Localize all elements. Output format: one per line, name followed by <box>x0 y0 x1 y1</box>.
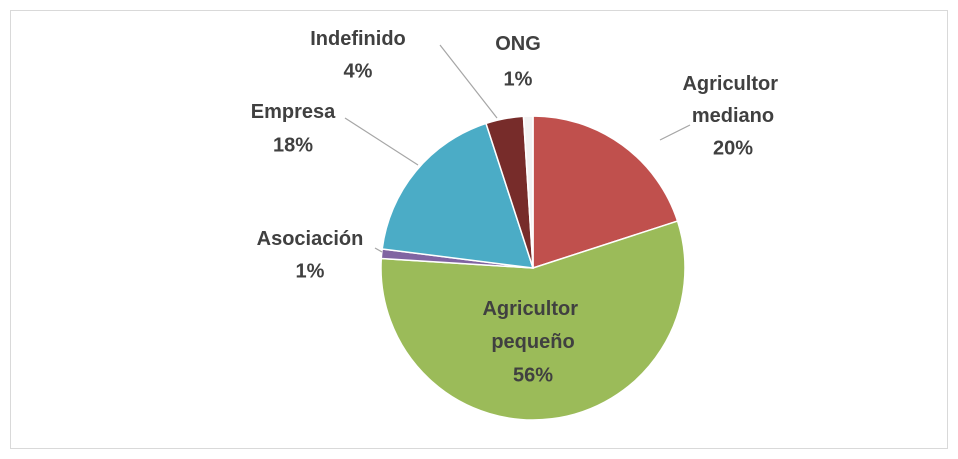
slice-label: Indefinido <box>310 28 406 50</box>
leader-line <box>374 247 383 253</box>
leader-line <box>344 117 419 166</box>
slice-label: Agricultor mediano <box>682 73 783 127</box>
pie-slice <box>380 220 686 421</box>
value-label: 56% <box>513 364 553 386</box>
slice-label: Agricultor pequeño <box>482 298 583 353</box>
value-label: 18% <box>273 134 313 156</box>
pie-slice <box>532 115 679 270</box>
slice-label: Empresa <box>251 101 336 123</box>
pie-slice <box>381 122 535 269</box>
leader-line <box>659 124 691 141</box>
value-label: 1% <box>504 68 533 90</box>
value-label: 1% <box>296 260 325 282</box>
leader-line <box>439 44 498 119</box>
pie-slice <box>522 115 534 269</box>
value-label: 20% <box>713 137 753 159</box>
slice-label: Asociación <box>257 228 364 250</box>
value-label: 4% <box>344 60 373 82</box>
slice-label: ONG <box>495 33 541 55</box>
